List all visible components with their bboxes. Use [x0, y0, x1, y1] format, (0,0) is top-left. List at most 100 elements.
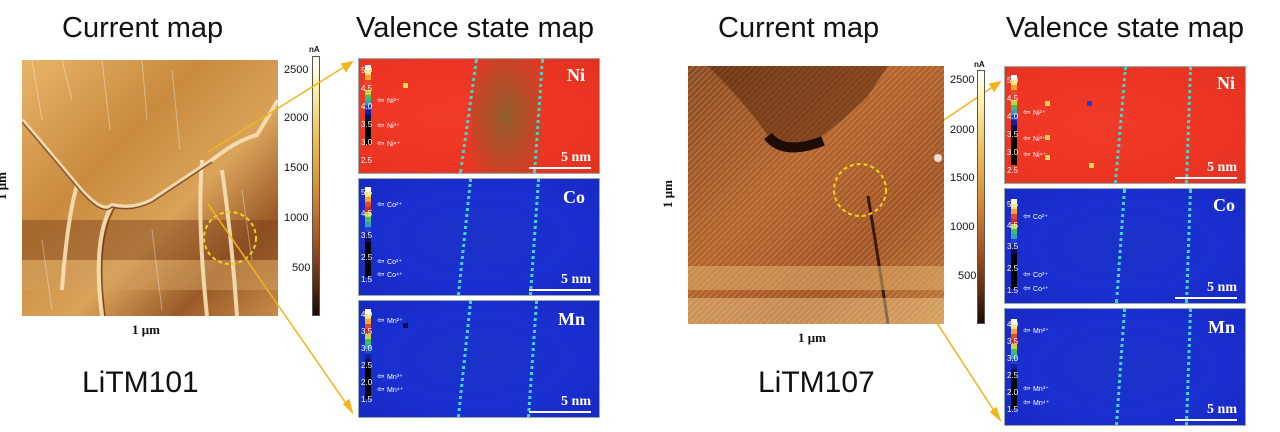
- state-label: Ni⁴⁺: [377, 138, 400, 149]
- boundary-line: [456, 301, 473, 417]
- mini-colorbar: [1011, 75, 1017, 165]
- left-sample-label: LiTM101: [82, 366, 199, 399]
- tick: 4.0: [1007, 112, 1019, 121]
- tick: 4.5: [1007, 221, 1019, 230]
- mini-colorbar: [365, 309, 371, 399]
- boundary-line: [1113, 67, 1128, 183]
- right-colorbar-unit: nA: [974, 60, 985, 69]
- left-current-map-title: Current map: [62, 12, 224, 44]
- tick: 3.0: [1007, 148, 1019, 157]
- right-colorbar-tick: 2000: [950, 124, 975, 136]
- tick: 2.0: [1007, 388, 1019, 397]
- state-label: Ni³⁺: [377, 120, 400, 131]
- scale-bar: 5 nm: [529, 394, 591, 413]
- left-mn-valence-map: 4.0 3.5 3.0 2.5 2.0 1.5 Mn²⁺ Mn³⁺ Mn⁴⁺ M…: [358, 300, 600, 418]
- scale-bar: 5 nm: [1175, 160, 1237, 179]
- right-colorbar-tick: 1500: [950, 172, 975, 184]
- tick: 3.5: [361, 231, 373, 240]
- tick: 5.0: [1007, 76, 1019, 85]
- tick: 3.5: [1007, 337, 1019, 346]
- tick: 3.0: [1007, 354, 1019, 363]
- left-colorbar: [312, 56, 320, 316]
- scale-bar: 5 nm: [529, 150, 591, 169]
- tick: 1.5: [361, 275, 373, 284]
- element-label: Co: [563, 187, 585, 207]
- state-label: Co²⁺: [1023, 211, 1048, 222]
- state-label: Co⁴⁺: [377, 269, 403, 280]
- state-label: Co³⁺: [1023, 269, 1048, 280]
- right-y-axis-label: 1 μm: [659, 180, 675, 208]
- left-co-valence-map: 5.5 4.5 3.5 2.5 1.5 Co²⁺ Co³⁺ Co⁴⁺ Co 5 …: [358, 178, 600, 296]
- mini-colorbar: [1011, 319, 1017, 409]
- tick: 3.0: [361, 138, 373, 147]
- state-label: Ni⁴⁺: [1023, 149, 1046, 160]
- tick: 3.5: [1007, 130, 1019, 139]
- tick: 5.0: [361, 66, 373, 75]
- tick: 2.5: [1007, 166, 1019, 175]
- state-label: Mn⁴⁺: [1023, 397, 1049, 408]
- element-label: Ni: [567, 65, 585, 85]
- state-label: Ni³⁺: [1023, 133, 1046, 144]
- tick: 4.0: [1007, 320, 1019, 329]
- tick: 4.0: [361, 310, 373, 319]
- left-colorbar-tick: 2000: [284, 112, 309, 124]
- tick: 4.5: [361, 84, 373, 93]
- tick: 1.5: [1007, 286, 1019, 295]
- right-mn-valence-map: 4.0 3.5 3.0 2.5 2.0 1.5 Mn²⁺ Mn³⁺ Mn⁴⁺ M…: [1004, 308, 1246, 426]
- tick: 2.5: [1007, 264, 1019, 273]
- data-pixel: [1089, 163, 1094, 168]
- state-label: Co⁴⁺: [1023, 283, 1049, 294]
- right-current-map-title: Current map: [718, 12, 880, 44]
- data-pixel: [1087, 101, 1092, 106]
- right-x-axis-label: 1 μm: [798, 330, 826, 345]
- element-label: Mn: [1208, 317, 1235, 337]
- tick: 2.5: [361, 253, 373, 262]
- right-ni-valence-map: 5.0 4.5 4.0 3.5 3.0 2.5 Ni²⁺ Ni³⁺ Ni⁴⁺ N…: [1004, 66, 1246, 184]
- left-colorbar-tick: 1500: [284, 162, 309, 174]
- mini-colorbar: [1011, 199, 1017, 289]
- tick: 1.5: [1007, 405, 1019, 414]
- tick: 3.5: [1007, 242, 1019, 251]
- element-label: Mn: [558, 309, 585, 329]
- state-label: Ni²⁺: [377, 95, 400, 106]
- tick: 3.0: [361, 344, 373, 353]
- right-valence-map-title: Valence state map: [1006, 12, 1245, 44]
- state-label: Mn³⁺: [377, 371, 403, 382]
- data-pixel: [1045, 155, 1050, 160]
- data-pixel: [403, 83, 408, 88]
- right-colorbar-tick: 1000: [950, 221, 975, 233]
- left-colorbar-tick: 1000: [284, 212, 309, 224]
- left-colorbar-unit: nA: [309, 45, 320, 54]
- right-co-valence-map: 5.5 4.5 3.5 2.5 1.5 Co²⁺ Co³⁺ Co⁴⁺ Co 5 …: [1004, 188, 1246, 304]
- boundary-line: [456, 179, 473, 295]
- mini-colorbar: [365, 187, 371, 277]
- element-label: Co: [1213, 195, 1235, 215]
- mini-colorbar: [365, 65, 371, 145]
- tick: 2.5: [361, 361, 373, 370]
- tick: 3.5: [361, 120, 373, 129]
- right-current-map-image: [688, 66, 944, 324]
- scale-bar: 5 nm: [1175, 280, 1237, 299]
- data-pixel: [403, 323, 408, 328]
- left-colorbar-tick: 500: [292, 262, 311, 274]
- tick: 3.5: [361, 327, 373, 336]
- element-label: Ni: [1217, 73, 1235, 93]
- tick: 4.5: [361, 209, 373, 218]
- data-pixel: [1045, 101, 1050, 106]
- tick: 5.5: [361, 188, 373, 197]
- right-colorbar-tick: 500: [958, 270, 977, 282]
- left-current-map-image: [22, 60, 278, 316]
- state-label: Ni²⁺: [1023, 107, 1046, 118]
- state-label: Mn²⁺: [377, 315, 403, 326]
- tick: 2.0: [361, 378, 373, 387]
- tick: 4.5: [1007, 94, 1019, 103]
- left-x-axis-label: 1 μm: [132, 322, 160, 337]
- right-colorbar: [977, 70, 985, 324]
- data-pixel: [1045, 135, 1050, 140]
- left-ni-valence-map: 5.0 4.5 4.0 3.5 3.0 2.5 Ni²⁺ Ni³⁺ Ni⁴⁺ N…: [358, 58, 600, 174]
- state-label: Co³⁺: [377, 256, 402, 267]
- state-label: Mn²⁺: [1023, 325, 1049, 336]
- boundary-line: [1115, 189, 1126, 303]
- state-label: Mn⁴⁺: [377, 384, 403, 395]
- left-colorbar-tick: 2500: [284, 64, 309, 76]
